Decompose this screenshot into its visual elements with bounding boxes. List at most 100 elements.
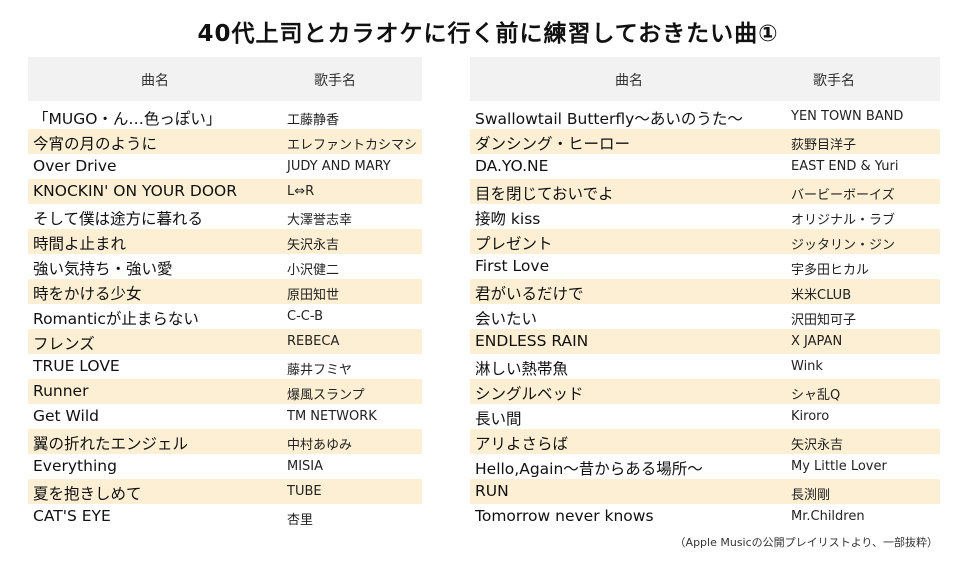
song-title: 会いたい bbox=[475, 310, 538, 328]
table-row: 今宵の月のように エレファントカシマシ bbox=[28, 129, 422, 154]
table-row: 時間よ止まれ 矢沢永吉 bbox=[28, 229, 422, 254]
song-title: Hello,Again～昔からある場所～ bbox=[475, 460, 703, 478]
artist-name: 原田知世 bbox=[287, 288, 340, 303]
artist-name: 藤井フミヤ bbox=[287, 363, 353, 378]
song-title: Romanticが止まらない bbox=[33, 310, 199, 328]
artist-name: バービーボーイズ bbox=[791, 188, 895, 203]
table-row: Get Wild TM NETWORK bbox=[28, 404, 422, 429]
song-title: KNOCKIN' ON YOUR DOOR bbox=[33, 182, 237, 200]
song-column-header: 曲名 bbox=[141, 73, 169, 89]
table-row: Everything MISIA bbox=[28, 454, 422, 479]
artist-name: Mr.Children bbox=[791, 509, 865, 524]
artist-name: TM NETWORK bbox=[287, 409, 377, 424]
artist-name: 矢沢永吉 bbox=[287, 238, 340, 253]
table-row: KNOCKIN' ON YOUR DOOR L⇔R bbox=[28, 179, 422, 204]
artist-name: MISIA bbox=[287, 459, 324, 474]
table-row: 「MUGO・ん…色っぽい」 工藤静香 bbox=[28, 104, 422, 129]
artist-column-header: 歌手名 bbox=[813, 73, 855, 89]
table-row: 目を閉じておいでよ バービーボーイズ bbox=[470, 179, 940, 204]
song-title: CAT'S EYE bbox=[33, 507, 111, 525]
song-title: Over Drive bbox=[33, 157, 117, 175]
song-title: DA.YO.NE bbox=[475, 157, 549, 175]
artist-name: Kiroro bbox=[791, 409, 830, 424]
song-title: First Love bbox=[475, 257, 550, 275]
song-title: プレゼント bbox=[475, 235, 553, 253]
artist-column-header: 歌手名 bbox=[314, 73, 356, 89]
song-title: フレンズ bbox=[33, 335, 95, 353]
artist-name: 杏里 bbox=[287, 513, 314, 528]
table-row: ダンシング・ヒーロー 荻野目洋子 bbox=[470, 129, 940, 154]
table-row: Swallowtail Butterfly～あいのうた～ YEN TOWN BAN… bbox=[470, 104, 940, 129]
song-title: ENDLESS RAIN bbox=[475, 332, 589, 350]
table-header: 曲名 歌手名 bbox=[28, 57, 422, 101]
artist-name: X JAPAN bbox=[791, 334, 843, 349]
table-row: 時をかける少女 原田知世 bbox=[28, 279, 422, 304]
table-row: 翼の折れたエンジェル 中村あゆみ bbox=[28, 429, 422, 454]
artist-name: シャ乱Q bbox=[791, 388, 841, 403]
song-title: Runner bbox=[33, 382, 89, 400]
song-title: 翼の折れたエンジェル bbox=[33, 435, 189, 453]
artist-name: 矢沢永吉 bbox=[791, 438, 844, 453]
table-row: RUN 長渕剛 bbox=[470, 479, 940, 504]
artist-name: YEN TOWN BAND bbox=[791, 109, 904, 124]
table-row: 淋しい熱帯魚 Wink bbox=[470, 354, 940, 379]
table-row: ENDLESS RAIN X JAPAN bbox=[470, 329, 940, 354]
table-row: 夏を抱きしめて TUBE bbox=[28, 479, 422, 504]
table-row: Over Drive JUDY AND MARY bbox=[28, 154, 422, 179]
artist-name: C-C-B bbox=[287, 309, 323, 324]
table-row: CAT'S EYE 杏里 bbox=[28, 504, 422, 529]
table-row: 接吻 kiss オリジナル・ラブ bbox=[470, 204, 940, 229]
table-row: 君がいるだけで 米米CLUB bbox=[470, 279, 940, 304]
song-title: 淋しい熱帯魚 bbox=[475, 360, 569, 378]
song-title: Everything bbox=[33, 457, 117, 475]
song-title: 接吻 kiss bbox=[475, 210, 541, 228]
artist-name: 米米CLUB bbox=[791, 288, 852, 303]
table-header: 曲名 歌手名 bbox=[470, 57, 940, 101]
table-row: Tomorrow never knows Mr.Children bbox=[470, 504, 940, 529]
song-title: 目を閉じておいでよ bbox=[475, 185, 614, 203]
artist-name: 長渕剛 bbox=[791, 488, 831, 503]
song-title: ダンシング・ヒーロー bbox=[475, 135, 631, 153]
song-title: 時間よ止まれ bbox=[33, 235, 127, 253]
song-title: Get Wild bbox=[33, 407, 99, 425]
artist-name: 中村あゆみ bbox=[287, 438, 353, 453]
song-title: 夏を抱きしめて bbox=[33, 485, 142, 503]
artist-name: 沢田知可子 bbox=[791, 313, 857, 328]
table-row: Romanticが止まらない C-C-B bbox=[28, 304, 422, 329]
song-title: Tomorrow never knows bbox=[475, 507, 654, 525]
table-row: 長い間 Kiroro bbox=[470, 404, 940, 429]
song-table-left: 曲名 歌手名 「MUGO・ん…色っぽい」 工藤静香今宵の月のように エレファントカシ… bbox=[28, 57, 422, 529]
song-title: アリよさらば bbox=[475, 435, 569, 453]
artist-name: Wink bbox=[791, 359, 823, 374]
artist-name: 大澤誉志幸 bbox=[287, 213, 353, 228]
song-table-right: 曲名 歌手名 Swallowtail Butterfly～あいのうた～ YEN T… bbox=[470, 57, 940, 529]
song-title: RUN bbox=[475, 482, 509, 500]
song-title: 強い気持ち・強い愛 bbox=[33, 260, 173, 278]
song-column-header: 曲名 bbox=[615, 73, 643, 89]
song-title: 君がいるだけで bbox=[475, 285, 584, 303]
artist-name: 小沢健二 bbox=[287, 263, 340, 278]
page-title: 40代上司とカラオケに行く前に練習しておきたい曲① bbox=[197, 21, 779, 47]
artist-name: JUDY AND MARY bbox=[287, 159, 391, 174]
artist-name: オリジナル・ラブ bbox=[791, 213, 896, 228]
table-row: DA.YO.NE EAST END & Yuri bbox=[470, 154, 940, 179]
song-title: シングルベッド bbox=[475, 385, 584, 403]
table-row: First Love 宇多田ヒカル bbox=[470, 254, 940, 279]
song-title: 長い間 bbox=[475, 410, 522, 428]
song-title: 今宵の月のように bbox=[33, 135, 158, 153]
artist-name: TUBE bbox=[287, 484, 322, 499]
song-title: そして僕は途方に暮れる bbox=[33, 210, 204, 228]
table-row: プレゼント ジッタリン・ジン bbox=[470, 229, 940, 254]
table-row: フレンズ REBECA bbox=[28, 329, 422, 354]
song-title: Swallowtail Butterfly～あいのうた～ bbox=[475, 110, 743, 128]
artist-name: 工藤静香 bbox=[287, 113, 340, 128]
table-row: Hello,Again～昔からある場所～ My Little Lover bbox=[470, 454, 940, 479]
table-row: アリよさらば 矢沢永吉 bbox=[470, 429, 940, 454]
artist-name: L⇔R bbox=[287, 184, 315, 199]
source-note: （Apple Musicの公開プレイリストより、一部抜粋） bbox=[674, 536, 938, 549]
artist-name: 荻野目洋子 bbox=[791, 138, 857, 153]
song-title: TRUE LOVE bbox=[33, 357, 120, 375]
artist-name: 宇多田ヒカル bbox=[791, 263, 870, 278]
table-row: シングルベッド シャ乱Q bbox=[470, 379, 940, 404]
artist-name: エレファントカシマシ bbox=[287, 138, 418, 153]
